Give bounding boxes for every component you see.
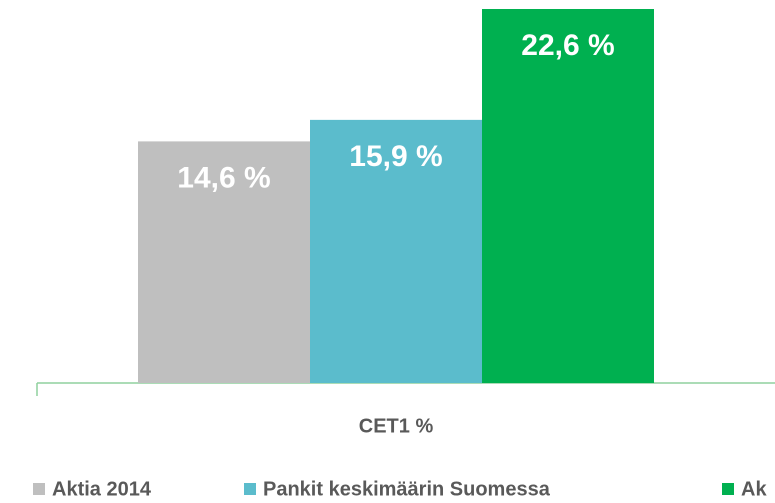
data-label: 15,9 % bbox=[349, 140, 442, 173]
legend-swatch bbox=[722, 483, 734, 495]
legend-label: Pankit keskimäärin Suomessa bbox=[263, 478, 551, 500]
legend-swatch bbox=[244, 483, 256, 495]
legend-label: Ak bbox=[741, 478, 767, 500]
legend-swatch bbox=[33, 483, 45, 495]
legend-label: Aktia 2014 bbox=[52, 478, 152, 500]
data-label: 22,6 % bbox=[521, 29, 614, 62]
bar bbox=[482, 9, 654, 383]
bar bbox=[310, 119, 482, 384]
data-label: 14,6 % bbox=[177, 161, 270, 194]
bar bbox=[138, 141, 310, 383]
category-label: CET1 % bbox=[359, 415, 434, 437]
